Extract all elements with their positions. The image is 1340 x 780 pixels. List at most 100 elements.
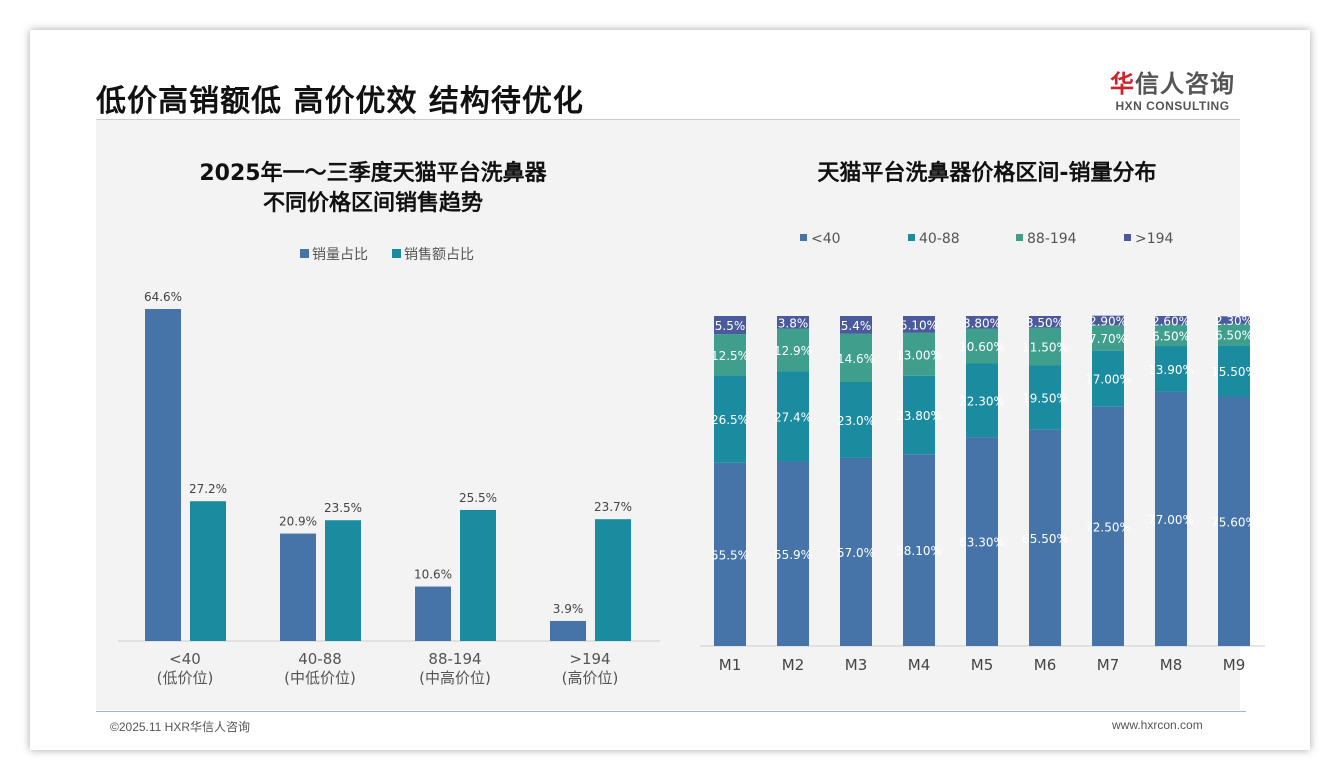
data-label: 57.0% xyxy=(837,546,875,560)
data-label: 14.6% xyxy=(837,352,875,366)
x-tick-sublabel: (中高价位) xyxy=(419,669,491,687)
data-label: 58.10% xyxy=(896,544,942,558)
data-label: 65.50% xyxy=(1022,532,1068,546)
data-label: 3.50% xyxy=(1026,316,1064,330)
legend-label: <40 xyxy=(811,231,841,247)
stacked-bar-segment xyxy=(840,457,872,646)
chart-title: 天猫平台洗鼻器价格区间-销量分布 xyxy=(817,160,1156,186)
data-label: 55.9% xyxy=(774,548,812,562)
stacked-bar-segment xyxy=(1029,365,1061,430)
data-label: 27.4% xyxy=(774,410,812,424)
bar xyxy=(325,520,361,641)
x-tick-sublabel: (中低价位) xyxy=(284,669,356,687)
data-label: 17.00% xyxy=(1085,373,1131,387)
legend-label: 88-194 xyxy=(1027,231,1077,247)
data-label: 75.60% xyxy=(1211,515,1257,529)
data-label: 11.50% xyxy=(1022,341,1068,355)
chart-title: 2025年一～三季度天猫平台洗鼻器 xyxy=(199,160,547,186)
legend-label: 销量占比 xyxy=(312,247,368,263)
stacked-bar-segment xyxy=(840,333,872,382)
bar xyxy=(415,586,451,641)
data-label: 2.30% xyxy=(1215,314,1253,328)
bar xyxy=(460,509,496,641)
data-label: 23.80% xyxy=(896,409,942,423)
legend-swatch xyxy=(908,234,915,241)
data-label: 22.30% xyxy=(959,394,1005,408)
data-label: 13.00% xyxy=(896,348,942,362)
stacked-bar-segment xyxy=(1029,429,1061,646)
data-label: 3.9% xyxy=(553,602,584,616)
stacked-bar-segment xyxy=(903,454,935,646)
stacked-bar-segment xyxy=(1218,396,1250,646)
stacked-bar-segment xyxy=(903,375,935,455)
x-tick-label: M9 xyxy=(1223,656,1246,674)
stacked-bar-segment xyxy=(966,316,998,329)
stacked-bar-segment xyxy=(714,375,746,463)
stacked-bar-segment xyxy=(966,363,998,438)
stacked-bar-segment xyxy=(1029,316,1061,328)
page-title: 低价高销额低 高价优效 结构待优化 xyxy=(96,84,584,119)
bar xyxy=(280,533,316,641)
legend-swatch xyxy=(1016,234,1023,241)
bar xyxy=(595,519,631,641)
logo-cn-red: 华 xyxy=(1110,70,1135,98)
stacked-bar-segment xyxy=(966,437,998,646)
stacked-bar-segment xyxy=(840,382,872,458)
legend-swatch xyxy=(1124,234,1131,241)
data-label: 2.90% xyxy=(1089,314,1127,328)
bar xyxy=(550,620,586,641)
legend-swatch xyxy=(392,249,401,258)
copyright: ©2025.11 HXR华信人咨询 xyxy=(110,720,250,734)
stacked-bar-segment xyxy=(714,334,746,376)
stacked-bar-segment xyxy=(777,316,809,329)
stacked-bar-segment xyxy=(1218,323,1250,346)
x-tick-label: >194 xyxy=(569,650,610,668)
stacked-bar-segment xyxy=(1155,324,1187,347)
stacked-bar-segment xyxy=(777,371,809,462)
data-label: 20.9% xyxy=(279,515,317,529)
stacked-bar-segment xyxy=(1092,350,1124,407)
stacked-bar-segment xyxy=(714,316,746,335)
data-label: 3.80% xyxy=(963,316,1001,330)
data-label: 64.6% xyxy=(144,290,182,304)
stacked-bar-segment xyxy=(1218,345,1250,397)
stacked-bar-segment xyxy=(1155,316,1187,325)
legend-label: 销售额占比 xyxy=(404,247,474,263)
data-label: 12.5% xyxy=(711,349,749,363)
data-label: 2.60% xyxy=(1152,314,1190,328)
chart-title: 不同价格区间销售趋势 xyxy=(263,190,483,216)
data-label: 55.5% xyxy=(711,548,749,562)
bar xyxy=(145,309,181,641)
logo-en: HXN CONSULTING xyxy=(1115,99,1230,113)
stacked-bar-segment xyxy=(1155,391,1187,646)
data-label: 27.2% xyxy=(189,482,227,496)
stacked-bar-segment xyxy=(1029,327,1061,366)
data-label: 25.5% xyxy=(459,491,497,505)
data-label: 23.0% xyxy=(837,414,875,428)
data-label: 7.70% xyxy=(1089,332,1127,346)
data-label: 3.8% xyxy=(778,316,809,330)
data-label: 15.50% xyxy=(1211,365,1257,379)
x-tick-label: <40 xyxy=(169,650,201,668)
stacked-bar-segment xyxy=(903,316,935,333)
data-label: 5.10% xyxy=(900,318,938,332)
footer-divider xyxy=(96,711,1246,712)
x-tick-label: M8 xyxy=(1160,656,1183,674)
stacked-bar-segment xyxy=(966,328,998,364)
x-tick-sublabel: (高价位) xyxy=(562,669,619,687)
data-label: 10.60% xyxy=(959,340,1005,354)
x-tick-label: 40-88 xyxy=(298,650,342,668)
logo-cn: 信人咨询 xyxy=(1135,70,1235,98)
stacked-bar-segment xyxy=(1218,316,1250,324)
x-tick-label: M5 xyxy=(971,656,994,674)
stacked-bar-segment xyxy=(903,332,935,376)
legend-swatch xyxy=(300,249,309,258)
data-label: 63.30% xyxy=(959,536,1005,550)
x-tick-label: M3 xyxy=(845,656,868,674)
data-label: 19.50% xyxy=(1022,392,1068,406)
x-tick-label: M6 xyxy=(1034,656,1057,674)
website: www.hxrcon.com xyxy=(1112,718,1203,732)
data-label: 23.7% xyxy=(594,500,632,514)
stacked-bar-segment xyxy=(1155,346,1187,392)
